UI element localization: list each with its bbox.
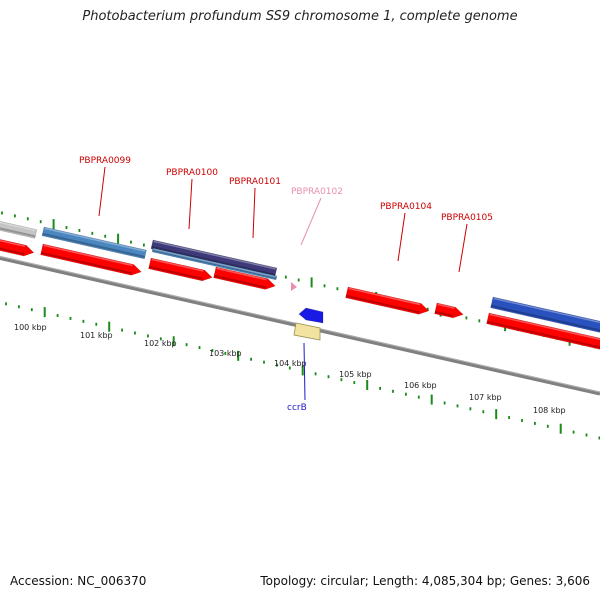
scale-label: 103 kbp — [209, 349, 242, 358]
feature-steel-box-body — [41, 226, 147, 260]
feature-navy-box-body — [150, 239, 278, 278]
feature-blue-box-gloss — [493, 297, 600, 326]
cds-arrow-body — [148, 257, 213, 282]
cds-arrow-body — [434, 302, 464, 319]
feature-gray-box[interactable] — [0, 218, 38, 239]
feature-blue-box-body — [490, 296, 600, 335]
cds-arrow-shade — [148, 265, 203, 280]
gene-labels: PBPRA0099 PBPRA0100 PBPRA0101 PBPRA0102 PBPR… — [79, 156, 493, 413]
yellow-feature-box[interactable] — [293, 322, 321, 341]
cds-arrow-gloss — [348, 287, 421, 306]
gene-label-pbpra0105[interactable]: PBPRA0105 — [441, 213, 493, 223]
cds-arrow-body — [486, 312, 600, 350]
cds-arrow[interactable] — [0, 237, 35, 258]
feature-gray-box-gloss — [0, 219, 36, 232]
gene-label-pbpra0099[interactable]: PBPRA0099 — [79, 156, 131, 166]
pbpra0102-marker[interactable] — [291, 282, 297, 291]
feature-gray-box-body — [0, 218, 38, 239]
feature-steel-strip-body — [151, 247, 278, 281]
map-title: Photobacterium profundum SS9 chromosome … — [82, 9, 518, 24]
gene-leader-line — [397, 212, 406, 262]
cds-arrow-shade — [0, 245, 25, 256]
cds-arrow-gloss — [489, 313, 600, 341]
gene-leader-line — [252, 187, 256, 239]
cds-arrow-gloss — [43, 244, 133, 267]
feature-steel-box-shade — [42, 232, 146, 258]
cds-arrow-gloss — [0, 238, 26, 247]
accession-text: Accession: NC_006370 — [10, 574, 147, 588]
gene-label-pbpra0100[interactable]: PBPRA0100 — [166, 168, 218, 178]
feature-navy-box-shade — [151, 245, 276, 276]
cds-arrow-body — [213, 266, 276, 290]
cds-arrow-gloss — [151, 258, 204, 272]
feature-steel-strip-gloss — [153, 248, 276, 278]
gene-leader-line — [188, 178, 193, 230]
scale-label: 107 kbp — [469, 393, 502, 402]
gene-leader-line — [300, 197, 322, 246]
cds-arrow[interactable] — [213, 266, 277, 291]
feature-blue-box[interactable] — [490, 296, 600, 335]
cds-arrow-shade — [40, 251, 132, 275]
feature-gray-box-shade — [0, 224, 36, 238]
gene-leader-line — [303, 342, 306, 401]
feature-navy-box-gloss — [153, 240, 276, 270]
cds-arrow-shade — [434, 310, 454, 317]
cds-arrow-body — [40, 243, 142, 276]
feature-steel-strip-shade — [152, 248, 277, 279]
scale-labels: 100 kbp 101 kbp 102 kbp 103 kbp 104 kbp 105 k… — [14, 323, 566, 415]
scale-label: 108 kbp — [533, 406, 566, 415]
gene-label-pbpra0104[interactable]: PBPRA0104 — [380, 202, 432, 212]
scale-label: 101 kbp — [80, 331, 113, 340]
scale-label: 100 kbp — [14, 323, 47, 332]
feature-blue-box-shade — [490, 304, 600, 334]
cds-arrow-gloss — [216, 267, 267, 281]
gene-label-ccrb[interactable]: ccrB — [287, 403, 307, 413]
cds-arrow[interactable] — [148, 257, 214, 283]
gene-label-pbpra0102[interactable]: PBPRA0102 — [291, 187, 343, 197]
gene-label-pbpra0101[interactable]: PBPRA0101 — [229, 177, 281, 187]
feature-steel-box[interactable] — [41, 226, 147, 260]
cds-arrow[interactable] — [40, 243, 143, 277]
cds-arrow[interactable] — [434, 302, 465, 320]
feature-track[interactable] — [0, 218, 600, 351]
bottom-tick-track — [5, 302, 600, 440]
genome-stats-text: Topology: circular; Length: 4,085,304 bp… — [260, 574, 590, 588]
scale-label: 102 kbp — [144, 339, 177, 348]
cds-arrow-shade — [213, 274, 266, 289]
cds-arrow-body — [345, 286, 430, 315]
gene-leader-line — [98, 166, 106, 217]
cds-arrow[interactable] — [345, 286, 430, 316]
scale-label: 104 kbp — [274, 359, 307, 368]
cds-arrow-gloss — [437, 303, 455, 309]
feature-steel-box-gloss — [44, 227, 146, 252]
cds-arrow-body — [0, 237, 35, 257]
cds-arrow-shade — [345, 294, 420, 314]
scale-label: 106 kbp — [404, 381, 437, 390]
ccrb-arrow[interactable] — [298, 307, 324, 324]
gene-leader-line — [458, 223, 468, 273]
feature-navy-box[interactable] — [150, 239, 278, 278]
scale-label: 105 kbp — [339, 370, 372, 379]
cds-arrow-shade — [486, 320, 600, 349]
feature-steel-strip[interactable] — [151, 247, 278, 281]
cds-arrow[interactable] — [486, 312, 600, 351]
